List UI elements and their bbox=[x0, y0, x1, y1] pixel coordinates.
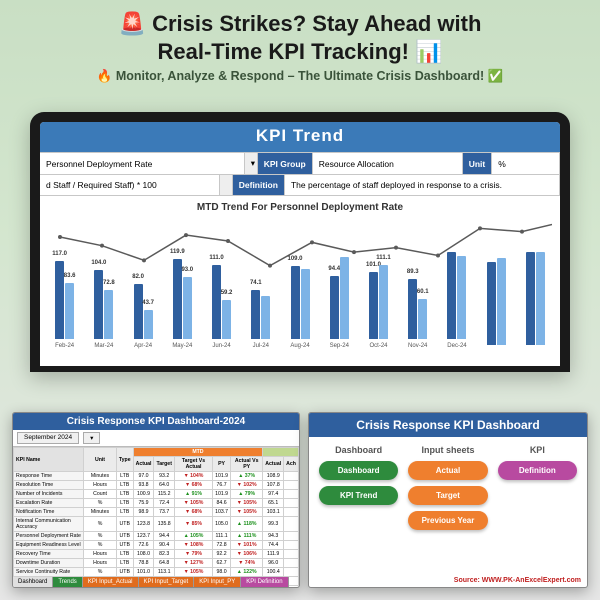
mtd-trend-chart: 117.083.6Feb-24104.072.8Mar-2482.043.7Ap… bbox=[40, 215, 560, 349]
bar-group: 74.1Jul-24 bbox=[244, 239, 277, 349]
chevron-down-icon[interactable]: ▾ bbox=[83, 432, 100, 444]
kpi-group-value: Resource Allocation bbox=[313, 153, 463, 174]
laptop-frame: KPI Trend Personnel Deployment Rate ▾ KP… bbox=[30, 112, 570, 372]
headline-subtitle: 🔥 Monitor, Analyze & Respond – The Ultim… bbox=[12, 69, 588, 84]
mini-left-title: Crisis Response KPI Dashboard-2024 bbox=[13, 413, 299, 430]
kpi-unit-label: Unit bbox=[463, 153, 493, 174]
nav-pill[interactable]: KPI Trend bbox=[319, 486, 398, 505]
kpi-selector-row: Personnel Deployment Rate ▾ KPI Group Re… bbox=[40, 152, 560, 175]
kpi-table: KPI NameUnitTypeMTD ActualTargetTarget V… bbox=[13, 447, 299, 588]
bar-group bbox=[519, 245, 552, 349]
sheet-tab[interactable]: KPI Input_Actual bbox=[83, 577, 139, 587]
nav-col-dashboard: Dashboard DashboardKPI Trend bbox=[319, 445, 398, 536]
kpi-group-label: KPI Group bbox=[258, 153, 313, 174]
kpi-formula: d Staff / Required Staff) * 100 bbox=[40, 175, 220, 196]
nav-col-kpi: KPI Definition bbox=[498, 445, 577, 536]
kpi-unit-value: % bbox=[492, 153, 560, 174]
month-selector[interactable]: September 2024 ▾ bbox=[13, 430, 299, 447]
sheet-tab[interactable]: Trends bbox=[53, 577, 82, 587]
nav-card: Crisis Response KPI Dashboard Dashboard … bbox=[308, 412, 588, 588]
bar-group: 111.059.2Jun-24 bbox=[205, 239, 238, 349]
headline-text: 🚨 Crisis Strikes? Stay Ahead with Real-T… bbox=[12, 10, 588, 65]
bar-group: 89.360.1Nov-24 bbox=[401, 239, 434, 349]
nav-col-inputs: Input sheets ActualTargetPrevious Year bbox=[408, 445, 487, 536]
sheet-tabs: DashboardTrendsKPI Input_ActualKPI Input… bbox=[13, 577, 299, 587]
bar-group: 101.0111.1Oct-24 bbox=[362, 239, 395, 349]
bar-group: 119.993.0May-24 bbox=[166, 239, 199, 349]
nav-pill[interactable]: Target bbox=[408, 486, 487, 505]
kpi-definition-row: d Staff / Required Staff) * 100 Definiti… bbox=[40, 175, 560, 196]
bar-group: 82.043.7Apr-24 bbox=[126, 239, 159, 349]
definition-text: The percentage of staff deployed in resp… bbox=[285, 175, 560, 196]
sheet-tab[interactable]: KPI Input_PY bbox=[194, 577, 241, 587]
bar-group: 117.083.6Feb-24 bbox=[48, 239, 81, 349]
chart-title: MTD Trend For Personnel Deployment Rate bbox=[40, 202, 560, 213]
nav-card-title: Crisis Response KPI Dashboard bbox=[309, 413, 587, 437]
nav-pill[interactable]: Dashboard bbox=[319, 461, 398, 480]
sheet-tab[interactable]: Dashboard bbox=[13, 577, 53, 587]
bar-group: Dec-24 bbox=[440, 239, 473, 349]
kpi-trend-title: KPI Trend bbox=[40, 122, 560, 152]
sheet-tab[interactable]: KPI Input_Target bbox=[139, 577, 195, 587]
chart-emoji: 📊 bbox=[415, 39, 442, 64]
siren-emoji: 🚨 bbox=[119, 11, 146, 36]
bar-group bbox=[480, 245, 513, 349]
kpi-name-dropdown[interactable]: Personnel Deployment Rate bbox=[40, 153, 245, 174]
source-label: Source: WWW.PK-AnExcelExpert.com bbox=[454, 577, 581, 584]
nav-pill[interactable]: Previous Year bbox=[408, 511, 487, 530]
sheet-tab[interactable]: KPI Definition bbox=[241, 577, 288, 587]
bar-group: 109.0Aug-24 bbox=[283, 239, 316, 349]
promo-headline: 🚨 Crisis Strikes? Stay Ahead with Real-T… bbox=[0, 0, 600, 86]
nav-pill[interactable]: Definition bbox=[498, 461, 577, 480]
chevron-down-icon[interactable]: ▾ bbox=[245, 153, 258, 174]
nav-pill[interactable]: Actual bbox=[408, 461, 487, 480]
definition-label: Definition bbox=[233, 175, 285, 196]
bar-group: 94.4Sep-24 bbox=[323, 239, 356, 349]
mini-dashboard-table: Crisis Response KPI Dashboard-2024 Septe… bbox=[12, 412, 300, 588]
bar-group: 104.072.8Mar-24 bbox=[87, 239, 120, 349]
